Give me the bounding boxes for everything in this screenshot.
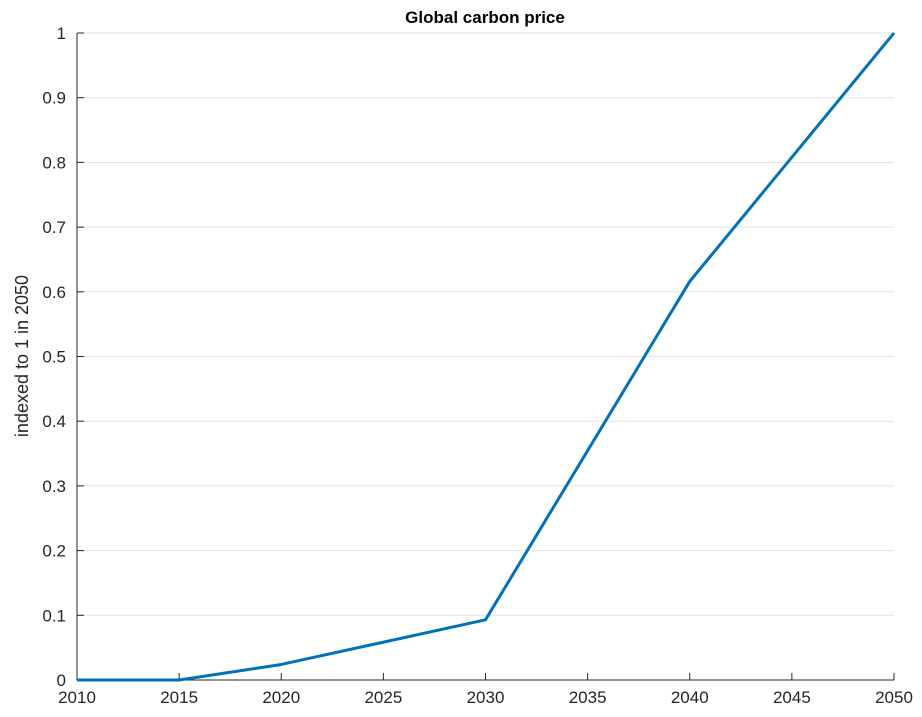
series-line xyxy=(77,32,896,682)
x-tick-label: 2050 xyxy=(875,688,913,707)
y-tick-label: 0.8 xyxy=(42,153,66,172)
y-tick-label: 0.9 xyxy=(42,89,66,108)
y-axis-label: indexed to 1 in 2050 xyxy=(12,275,32,437)
x-tick-label: 2010 xyxy=(58,688,96,707)
y-tick-label: 0.5 xyxy=(42,348,66,367)
x-tick-label: 2045 xyxy=(773,688,811,707)
y-tick-label: 0.1 xyxy=(42,606,66,625)
y-tick-label: 0.4 xyxy=(42,412,66,431)
y-tick-label: 0.7 xyxy=(42,218,66,237)
x-tick-label: 2020 xyxy=(262,688,300,707)
series-lines xyxy=(76,32,896,682)
tick-labels: 2010 2015 2020 2025 2030 2035 2040 2045 2050 0 0.1… xyxy=(42,24,913,707)
y-tick-label: 0.3 xyxy=(42,477,66,496)
y-tick-label: 0.2 xyxy=(42,542,66,561)
y-tick-label: 1 xyxy=(57,24,66,43)
x-tick-label: 2030 xyxy=(467,688,505,707)
x-tick-label: 2040 xyxy=(671,688,709,707)
y-tick-label: 0 xyxy=(57,671,66,690)
x-tick-label: 2035 xyxy=(569,688,607,707)
y-tick-label: 0.6 xyxy=(42,283,66,302)
x-tick-label: 2015 xyxy=(160,688,198,707)
x-tick-label: 2025 xyxy=(364,688,402,707)
gridlines xyxy=(77,32,894,681)
chart-title: Global carbon price xyxy=(405,8,565,27)
